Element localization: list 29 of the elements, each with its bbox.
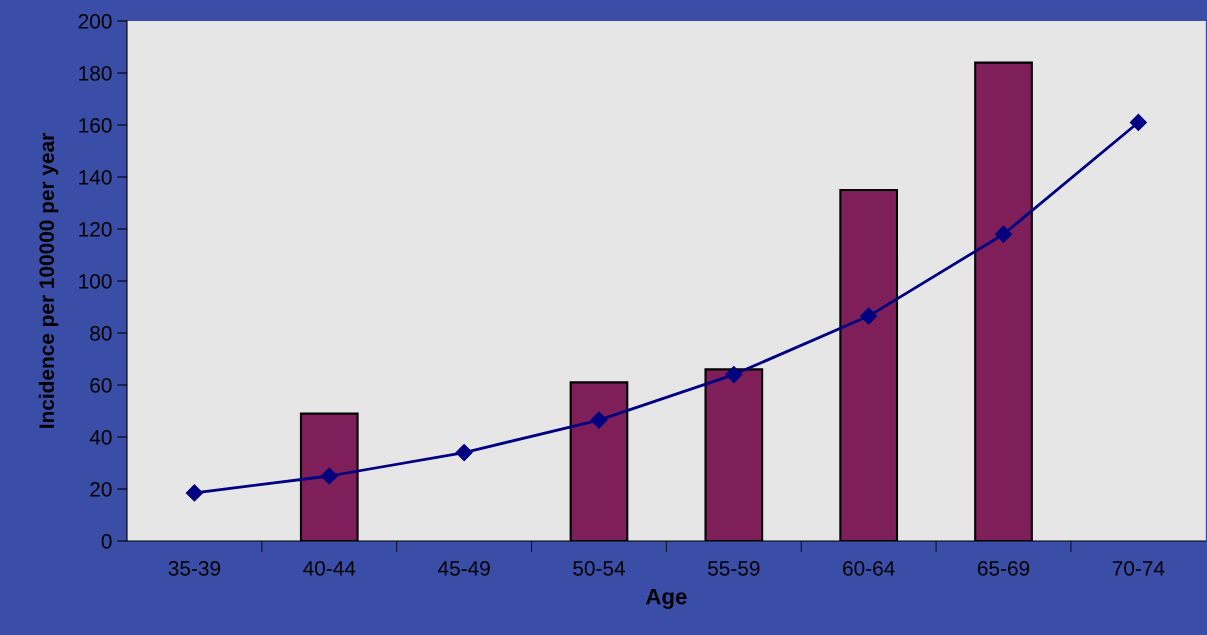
y-tick-label: 200 [78,14,112,29]
y-tick-label: 140 [79,170,112,185]
x-axis-title: Age [645,588,687,609]
y-tick-label: 0 [101,534,112,549]
x-tick-label: 40-44 [303,560,356,576]
y-tick-label: 60 [90,378,112,393]
x-tick-label: 60-64 [843,560,895,576]
x-tick-label: 65-69 [977,560,1030,576]
y-tick-label: 20 [90,482,112,497]
y-tick-label: 180 [79,66,112,81]
point [320,467,338,485]
y-tick-label: 80 [90,326,112,341]
point [994,225,1013,243]
point [185,484,203,502]
y-axis-title: Incidence per 100000 per year [38,133,59,428]
point [1129,113,1147,131]
point [590,411,608,429]
x-tick-label: 70-74 [1112,560,1165,576]
y-tick-label: 160 [79,118,112,133]
point [455,444,473,462]
y-tick-label: 100 [79,274,112,289]
point [860,307,878,325]
x-tick-label: 50-54 [573,560,626,576]
point [725,366,743,384]
y-tick-label: 120 [79,222,112,237]
x-tick-label: 45-49 [437,560,490,576]
y-tick-label: 40 [89,430,112,445]
x-tick-label: 35-39 [168,560,221,576]
x-tick-label: 55-59 [708,560,760,576]
